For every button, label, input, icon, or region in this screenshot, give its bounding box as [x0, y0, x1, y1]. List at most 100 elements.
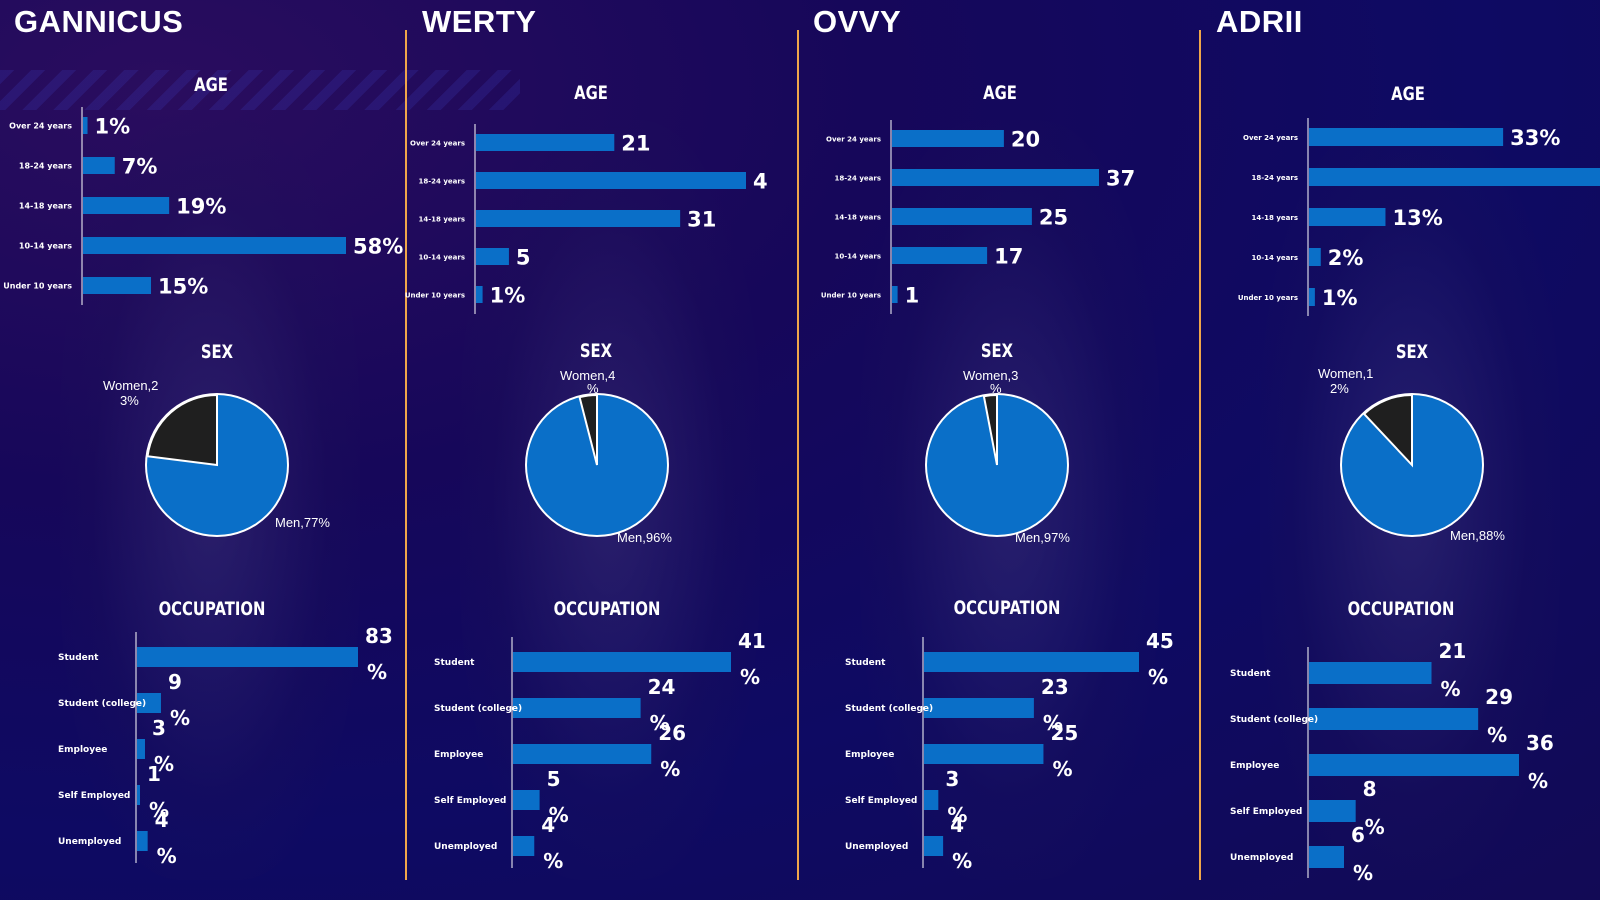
- age-bar-10-14-years: [476, 248, 509, 265]
- occupation-bar-employee: [1309, 754, 1519, 776]
- pie-label-women: Women,1: [1318, 366, 1373, 381]
- pie-label-men: Men,77%: [275, 515, 330, 530]
- age-value-label: 20: [1011, 128, 1040, 152]
- age-category-label: 10-14 years: [19, 242, 72, 251]
- occupation-bar-self-employed: [513, 790, 540, 810]
- pie-slice-women: [146, 393, 218, 467]
- occupation-percent-sign: %: [660, 757, 680, 781]
- occupation-value-label: 1: [147, 762, 161, 786]
- occupation-value-label: 21: [1439, 639, 1467, 663]
- age-bar-under-10-years: [1309, 288, 1315, 306]
- age-bar-18-24-years: [892, 169, 1099, 186]
- age-category-label: 14-18 years: [19, 202, 72, 211]
- panel-name: ADRII: [1216, 4, 1303, 39]
- occupation-category-label: Employee: [434, 750, 483, 760]
- age-bar-14-18-years: [1309, 208, 1386, 226]
- occupation-category-label: Student (college): [58, 699, 146, 709]
- age-bar-under-10-years: [476, 286, 483, 303]
- age-value-label: 2%: [1328, 246, 1364, 270]
- occupation-bar-unemployed: [924, 836, 944, 856]
- panel-divider: [797, 30, 799, 880]
- age-value-label: 17: [994, 245, 1023, 269]
- panel-charts: Over 24 years 1% 18-24 years 7% 14-18 years 1…: [3, 107, 403, 868]
- panel-name: OVVY: [813, 4, 902, 39]
- occupation-chart-title: OCCUPATION: [553, 598, 661, 620]
- occupation-percent-sign: %: [367, 660, 387, 684]
- occupation-percent-sign: %: [543, 849, 563, 873]
- age-bar-18-24-years: [1309, 168, 1600, 186]
- age-category-label: 14-18 years: [835, 214, 881, 222]
- occupation-value-label: 45: [1146, 629, 1174, 653]
- age-bar-14-18-years: [83, 197, 170, 214]
- occupation-category-label: Employee: [1230, 761, 1279, 771]
- panel-ovvy: OVVY AGE SEX OCCUPATION Over 24 years 20 1…: [800, 0, 1200, 900]
- occupation-percent-sign: %: [149, 798, 169, 822]
- occupation-value-label: 9: [168, 670, 182, 694]
- occupation-percent-sign: %: [1528, 769, 1548, 793]
- age-category-label: 18-24 years: [1252, 174, 1298, 182]
- age-category-label: Over 24 years: [1243, 134, 1298, 142]
- occupation-value-label: 25: [1050, 721, 1078, 745]
- occupation-value-label: 41: [738, 629, 766, 653]
- pie-label-men: Men,96%: [617, 530, 672, 545]
- age-bar-under-10-years: [892, 286, 898, 303]
- age-category-label: Over 24 years: [826, 136, 881, 144]
- occupation-bar-employee: [513, 744, 652, 764]
- occupation-percent-sign: %: [1148, 665, 1168, 689]
- panel-adrii: ADRII AGE SEX OCCUPATION Over 24 years 33…: [1200, 0, 1600, 900]
- occupation-bar-employee: [137, 739, 145, 759]
- age-value-label: 21: [621, 132, 650, 156]
- pie-slice-women: [578, 393, 598, 466]
- sex-chart-title: SEX: [1395, 341, 1429, 363]
- age-bar-over-24-years: [83, 117, 88, 134]
- sex-chart-title: SEX: [579, 340, 613, 362]
- pie-label-women: Women,3: [963, 368, 1018, 383]
- occupation-value-label: 8: [1363, 777, 1377, 801]
- age-category-label: Over 24 years: [410, 140, 465, 148]
- age-value-label: 33%: [1510, 126, 1560, 150]
- age-chart-title: AGE: [574, 82, 608, 104]
- occupation-bar-student: [924, 652, 1139, 672]
- occupation-chart-title: OCCUPATION: [1347, 598, 1455, 620]
- age-category-label: 14-18 years: [419, 216, 465, 224]
- age-value-label: 19%: [176, 195, 226, 219]
- occupation-bar-student: [513, 652, 731, 672]
- occupation-percent-sign: %: [157, 844, 177, 868]
- occupation-category-label: Student (college): [434, 704, 522, 714]
- panel-charts: Over 24 years 21 18-24 years 4 14-18 years 31…: [405, 124, 768, 873]
- panel-gannicus: GANNICUS AGE SEX OCCUPATION Over 24 year…: [0, 0, 403, 900]
- age-value-label: 1%: [95, 115, 131, 139]
- occupation-bar-student: [137, 647, 358, 667]
- age-category-label: Over 24 years: [9, 122, 72, 131]
- occupation-category-label: Unemployed: [58, 837, 121, 847]
- occupation-value-label: 5: [547, 767, 561, 791]
- occupation-chart-title: OCCUPATION: [158, 598, 266, 620]
- occupation-category-label: Student (college): [845, 704, 933, 714]
- occupation-chart-title: OCCUPATION: [953, 597, 1061, 619]
- occupation-value-label: 83: [365, 624, 393, 648]
- occupation-category-label: Student (college): [1230, 715, 1318, 725]
- sex-chart-title: SEX: [200, 341, 234, 363]
- occupation-value-label: 6: [1351, 823, 1365, 847]
- occupation-bar-student-college: [1309, 708, 1479, 730]
- age-bar-18-24-years: [83, 157, 115, 174]
- occupation-value-label: 3: [152, 716, 166, 740]
- occupation-bar-student-college: [513, 698, 641, 718]
- occupation-category-label: Student: [1230, 669, 1271, 679]
- age-bar-over-24-years: [476, 134, 615, 151]
- pie-label-women-percent: %: [990, 381, 1002, 396]
- occupation-bar-self-employed: [924, 790, 939, 810]
- pie-label-men: Men,88%: [1450, 528, 1505, 543]
- pie-label-men: Men,97%: [1015, 530, 1070, 545]
- age-bar-10-14-years: [1309, 248, 1321, 266]
- age-category-label: Under 10 years: [1238, 294, 1298, 302]
- pie-label-women: Women,2: [103, 378, 158, 393]
- occupation-percent-sign: %: [947, 803, 967, 827]
- occupation-category-label: Self Employed: [434, 796, 506, 806]
- occupation-bar-student-college: [924, 698, 1034, 718]
- age-value-label: 5: [516, 246, 531, 270]
- occupation-category-label: Unemployed: [845, 842, 908, 852]
- occupation-value-label: 36: [1526, 731, 1554, 755]
- occupation-percent-sign: %: [1487, 723, 1507, 747]
- occupation-category-label: Unemployed: [434, 842, 497, 852]
